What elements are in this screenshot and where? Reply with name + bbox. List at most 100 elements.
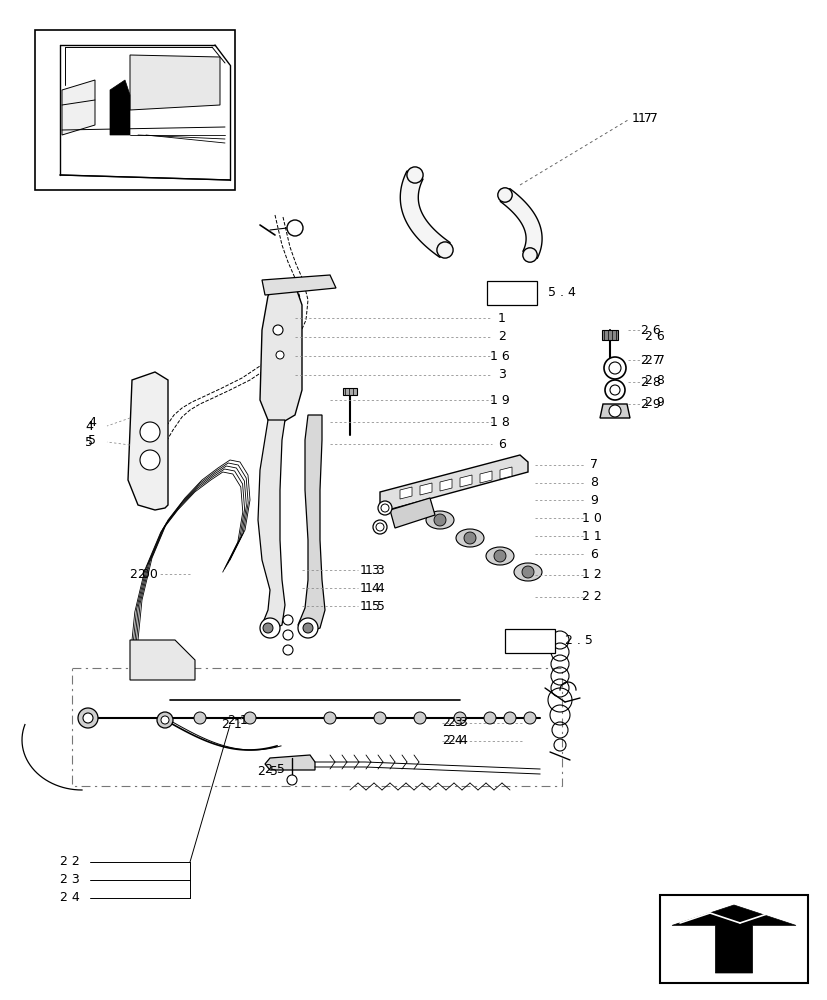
Circle shape — [497, 188, 512, 202]
Polygon shape — [500, 467, 511, 479]
Polygon shape — [130, 55, 220, 110]
Circle shape — [160, 716, 169, 724]
Text: 5: 5 — [88, 434, 96, 446]
Text: 1 7: 1 7 — [638, 112, 657, 125]
Circle shape — [437, 242, 452, 258]
Polygon shape — [399, 487, 412, 499]
Text: 1: 1 — [497, 312, 505, 324]
Text: 1 1: 1 1 — [581, 530, 601, 542]
Circle shape — [523, 712, 535, 724]
Circle shape — [433, 514, 446, 526]
Bar — [659, 895, 807, 983]
Text: 2 8: 2 8 — [644, 373, 664, 386]
Circle shape — [603, 357, 625, 379]
Text: 2 5: 2 5 — [265, 763, 284, 776]
Circle shape — [453, 712, 466, 724]
Circle shape — [140, 450, 160, 470]
Circle shape — [157, 712, 173, 728]
Circle shape — [609, 362, 620, 374]
Text: 1 5: 1 5 — [360, 599, 380, 612]
Text: 1 8: 1 8 — [490, 416, 509, 428]
Polygon shape — [380, 455, 528, 510]
Polygon shape — [130, 640, 195, 680]
Ellipse shape — [456, 529, 484, 547]
Circle shape — [375, 523, 384, 531]
Text: 7: 7 — [590, 458, 597, 472]
Circle shape — [263, 623, 273, 633]
Text: 4: 4 — [85, 420, 93, 432]
Text: 2: 2 — [497, 330, 505, 344]
Text: 2 1: 2 1 — [222, 718, 241, 730]
Text: 2 0: 2 0 — [130, 568, 150, 580]
Text: 1 5: 1 5 — [365, 599, 385, 612]
Polygon shape — [110, 80, 130, 135]
Polygon shape — [672, 905, 795, 973]
Polygon shape — [460, 475, 471, 487]
Text: 6: 6 — [590, 548, 597, 560]
Text: 2 4: 2 4 — [60, 891, 79, 904]
Text: 8: 8 — [590, 477, 597, 489]
Text: 2 7: 2 7 — [640, 354, 660, 366]
Circle shape — [194, 712, 206, 724]
Polygon shape — [439, 479, 452, 491]
Circle shape — [380, 504, 389, 512]
Text: 4: 4 — [88, 416, 96, 430]
Text: 2 7: 2 7 — [644, 354, 664, 366]
Text: 2 . 5: 2 . 5 — [564, 634, 592, 647]
Text: 1 . 9: 1 . 9 — [490, 286, 517, 298]
Text: 2 2: 2 2 — [581, 590, 601, 603]
Text: 2 3: 2 3 — [447, 716, 467, 730]
Circle shape — [298, 618, 318, 638]
Circle shape — [406, 167, 423, 183]
Circle shape — [609, 405, 620, 417]
Text: 2 4: 2 4 — [442, 734, 462, 748]
Text: 1 0: 1 0 — [581, 512, 601, 524]
Circle shape — [83, 713, 93, 723]
Polygon shape — [261, 275, 336, 295]
Text: 2 1: 2 1 — [227, 714, 247, 726]
Circle shape — [287, 220, 303, 236]
Text: 1 6: 1 6 — [490, 350, 509, 362]
Text: 1 . 8: 1 . 8 — [508, 634, 535, 647]
Text: 3: 3 — [497, 368, 505, 381]
Circle shape — [605, 380, 624, 400]
Text: 2 5: 2 5 — [258, 765, 278, 778]
Text: 2 3: 2 3 — [442, 716, 462, 730]
Text: 9: 9 — [590, 493, 597, 506]
Circle shape — [275, 351, 284, 359]
Text: 2 2: 2 2 — [60, 855, 79, 868]
Bar — [35, 30, 235, 190]
Circle shape — [484, 712, 495, 724]
Circle shape — [287, 775, 297, 785]
Circle shape — [504, 712, 515, 724]
Text: 2 0: 2 0 — [138, 568, 158, 580]
Bar — [72, 668, 562, 786]
Polygon shape — [298, 415, 325, 632]
Polygon shape — [265, 755, 314, 770]
Polygon shape — [601, 330, 617, 340]
Circle shape — [372, 520, 386, 534]
Circle shape — [260, 618, 280, 638]
Circle shape — [283, 645, 293, 655]
Circle shape — [374, 712, 385, 724]
Text: 2 6: 2 6 — [640, 324, 660, 336]
Text: 1 7: 1 7 — [631, 112, 651, 125]
Polygon shape — [480, 471, 491, 483]
Polygon shape — [260, 280, 302, 425]
Circle shape — [522, 248, 537, 262]
Polygon shape — [600, 404, 629, 418]
Polygon shape — [390, 498, 434, 528]
Circle shape — [378, 501, 391, 515]
Text: 2 3: 2 3 — [60, 874, 79, 886]
Circle shape — [323, 712, 336, 724]
Circle shape — [140, 422, 160, 442]
Circle shape — [414, 712, 425, 724]
Circle shape — [283, 630, 293, 640]
Text: 1 4: 1 4 — [365, 582, 385, 594]
Polygon shape — [399, 171, 450, 257]
Circle shape — [303, 623, 313, 633]
Circle shape — [244, 712, 256, 724]
Text: 2 4: 2 4 — [447, 734, 467, 748]
Polygon shape — [419, 483, 432, 495]
Circle shape — [463, 532, 476, 544]
